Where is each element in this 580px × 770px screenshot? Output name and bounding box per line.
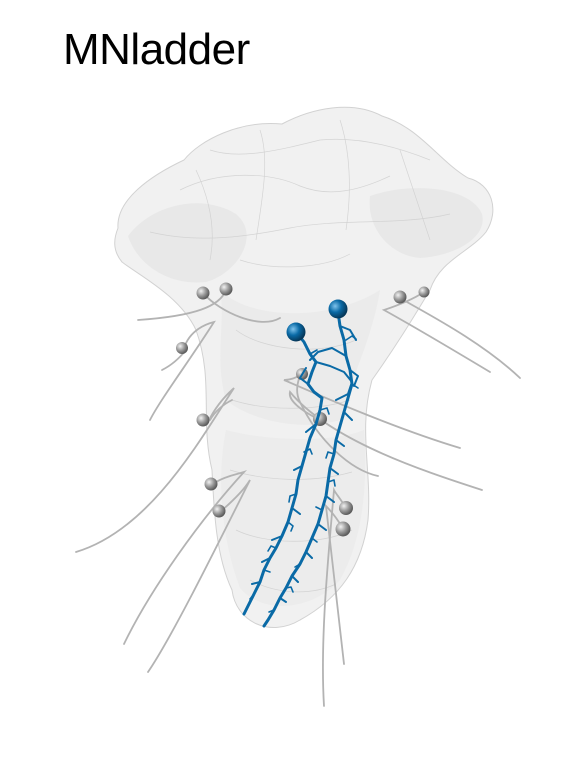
context-neuron-10 — [288, 390, 483, 491]
highlight-neuron-a-branch — [251, 361, 353, 585]
context-neuron-6 — [147, 479, 251, 673]
context-neuron-2 — [203, 293, 281, 323]
context-soma — [219, 282, 233, 296]
context-neuron-14 — [209, 399, 233, 421]
context-neuron-7 — [399, 297, 521, 379]
context-soma — [418, 286, 430, 298]
context-soma — [204, 477, 218, 491]
highlight-somata — [286, 299, 348, 342]
context-neuron-3 — [149, 320, 216, 421]
highlight-neuron-b-branch — [279, 325, 359, 603]
highlight-neurons — [242, 310, 359, 628]
highlight-soma-b — [328, 299, 348, 319]
figure-title: MNladder — [63, 25, 250, 74]
context-neuron-8 — [381, 291, 491, 373]
context-soma — [339, 501, 353, 515]
brain-mesh — [114, 106, 494, 629]
context-soma — [196, 286, 210, 300]
context-neuron-11 — [322, 486, 347, 707]
context-neuron-5 — [123, 470, 248, 645]
mesh-lobe-left — [128, 203, 247, 283]
context-soma — [176, 342, 188, 354]
context-neurons — [75, 289, 521, 707]
highlight-soma-a — [286, 322, 306, 342]
context-soma — [335, 521, 351, 537]
context-soma — [393, 290, 407, 304]
context-soma — [212, 504, 226, 518]
mesh-lobe-right — [369, 188, 483, 258]
context-neuron-4 — [75, 387, 235, 553]
context-neuron-9 — [283, 373, 461, 449]
context-neuron-13 — [296, 375, 379, 477]
context-neuron-12 — [324, 503, 345, 665]
context-soma — [196, 413, 210, 427]
